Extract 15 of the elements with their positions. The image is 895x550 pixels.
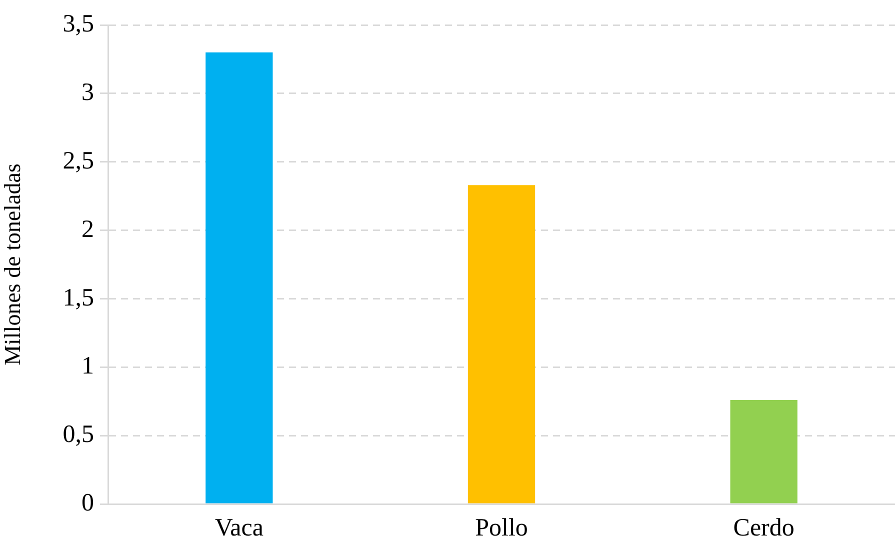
bar [730,400,798,504]
y-tick-label: 0 [82,490,94,517]
y-tick-label: 1 [82,352,94,380]
y-tick-label: 1,5 [62,284,94,312]
bar [468,185,536,504]
y-axis-title: Millones de toneladas [0,164,25,366]
y-tick-label: 2 [82,216,94,243]
y-tick-label: 3,5 [62,10,94,38]
x-tick-label: Vaca [214,514,264,542]
x-tick-label: Pollo [475,514,528,542]
bar [206,52,273,504]
x-tick-label: Cerdo [733,514,794,542]
y-tick-label: 3 [82,78,94,106]
y-tick-label: 2,5 [62,147,94,174]
y-tick-label: 0,5 [62,421,94,448]
